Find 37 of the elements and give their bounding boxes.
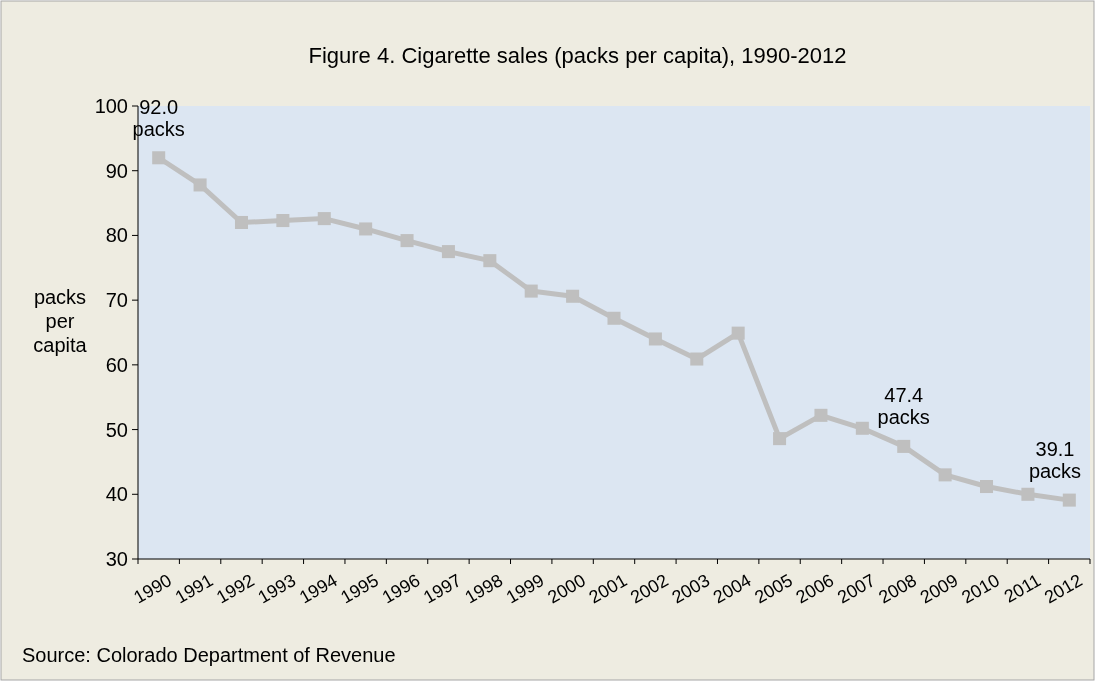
y-tick-label: 60 — [105, 353, 128, 376]
point — [731, 326, 745, 340]
point — [400, 234, 414, 248]
point — [276, 214, 290, 228]
point — [773, 432, 787, 446]
point — [441, 245, 455, 259]
point — [566, 289, 580, 303]
point — [1062, 493, 1076, 507]
point — [980, 480, 994, 494]
point — [1021, 487, 1035, 501]
y-tick-label: 80 — [105, 224, 128, 247]
data-label: 39.1 packs — [1028, 438, 1082, 483]
y-tick-label: 40 — [105, 483, 128, 506]
source-note: Source: Colorado Department of Revenue — [22, 644, 396, 666]
point — [193, 178, 207, 192]
point — [317, 212, 331, 226]
point — [483, 254, 497, 268]
point — [359, 222, 373, 236]
point — [234, 215, 248, 229]
point — [938, 468, 952, 482]
point — [607, 311, 621, 325]
data-label: 92.0 packs — [132, 95, 185, 140]
y-tick-label: 100 — [94, 95, 128, 117]
chart-title: Figure 4. Cigarette sales (packs per capita), 1990-2012 — [308, 43, 847, 68]
data-label: 47.4 packs — [877, 384, 930, 429]
point — [814, 408, 828, 422]
y-tick-label: 30 — [105, 548, 128, 570]
y-tick-label: 50 — [105, 418, 128, 441]
point — [152, 151, 166, 165]
point — [897, 439, 911, 453]
point — [648, 332, 662, 346]
y-tick-label: 90 — [105, 159, 128, 182]
point — [855, 421, 869, 435]
point — [524, 284, 538, 298]
point — [690, 352, 704, 366]
y-axis-title: packs per capita — [33, 286, 88, 356]
y-tick-label: 70 — [105, 289, 128, 312]
